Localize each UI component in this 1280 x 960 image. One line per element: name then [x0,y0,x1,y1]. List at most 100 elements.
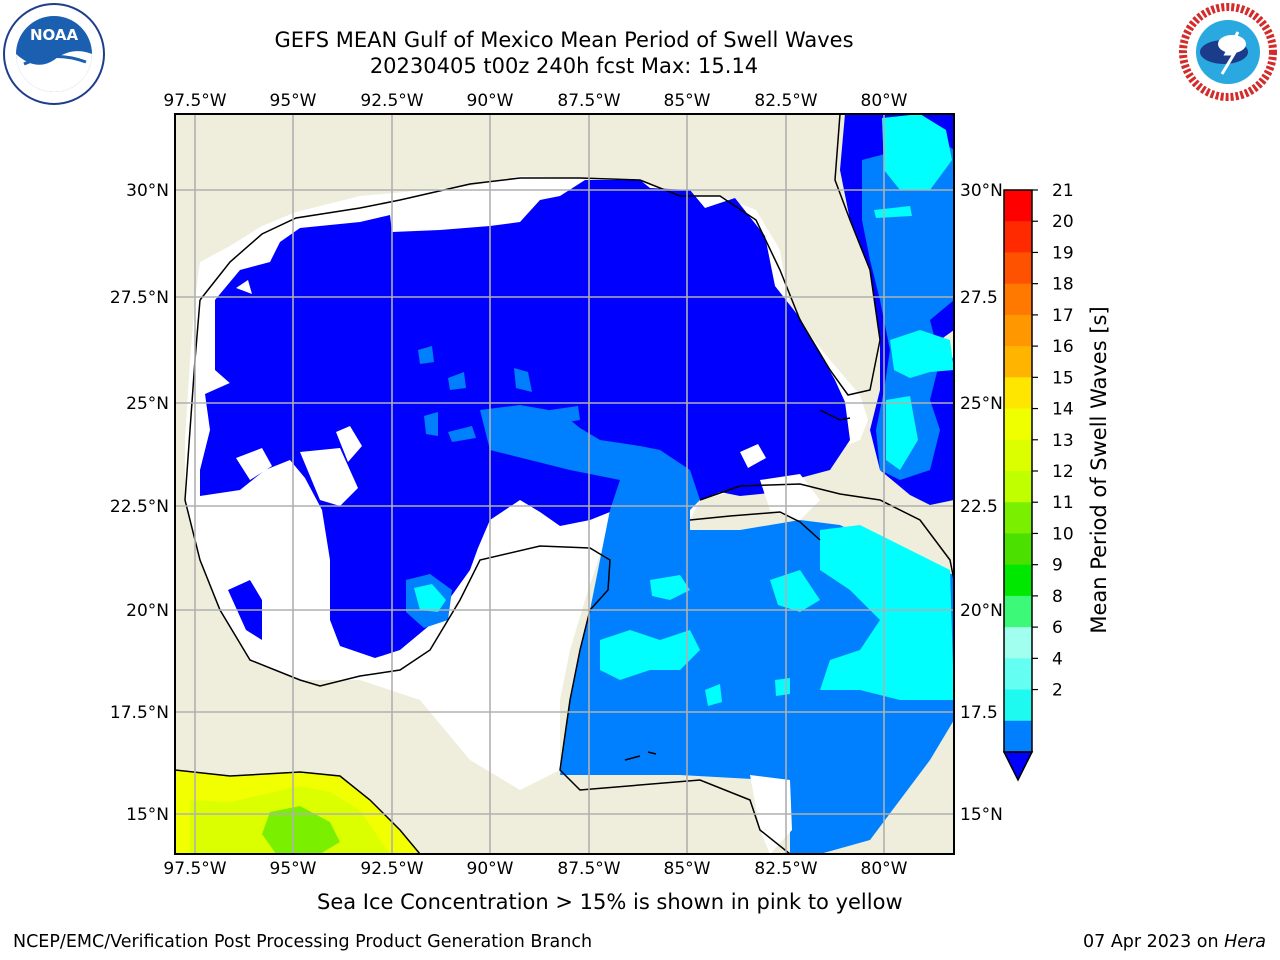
swell-period-4-6 [890,330,954,378]
no-data-patch [300,448,358,506]
colorbar-swatch [1004,252,1032,285]
swell-period-4-6 [650,575,690,600]
chart-subtitle: 20230405 t00z 240h fcst Max: 15.14 [369,54,759,78]
lon-label-top: 90°W [467,91,514,111]
chart-title: GEFS MEAN Gulf of Mexico Mean Period of … [274,28,854,52]
lat-label-right: 22.5 [960,497,998,517]
noaa-logo: NOAA [3,3,105,105]
footer-credit: NCEP/EMC/Verification Post Processing Pr… [13,932,593,952]
no-data-patch [236,448,272,480]
colorbar-tick-label: 15 [1052,368,1074,388]
colorbar-tick-label: 8 [1052,587,1063,607]
lon-label-top: 85°W [664,91,711,111]
lat-label-right: 17.5 [960,703,998,723]
swell-period-4-6 [886,396,918,470]
lat-label-left: 30°N [126,181,169,201]
colorbar-swatch [1004,377,1032,410]
colorbar-tick-label: 4 [1052,649,1063,669]
colorbar-tick-label: 20 [1052,212,1074,232]
swell-period-2-4 [424,412,438,436]
colorbar-tick-label: 19 [1052,243,1074,263]
colorbar-tick-label: 14 [1052,400,1074,420]
lon-label-bottom: 90°W [467,859,514,879]
lon-label-top: 87.5°W [557,91,620,111]
lon-label-bottom: 95°W [270,859,317,879]
swell-period-2-4 [480,405,954,854]
colorbar-tick-label: 17 [1052,306,1074,326]
colorbar-under-extension [1002,751,1034,782]
colorbar-tick-label: 18 [1052,275,1074,295]
swell-period-4-6 [414,584,446,612]
swell-period-2-4 [418,346,434,364]
colorbar-label: Mean Period of Swell Waves [s] [1087,306,1111,633]
swell-period-2-4 [862,140,954,480]
colorbar-swatch [1004,283,1032,316]
colorbar-swatch [1004,658,1032,691]
colorbar-swatch [1004,190,1032,222]
lon-label-top: 95°W [270,91,317,111]
swell-period-4-6 [820,525,954,700]
svg-text:NOAA: NOAA [30,26,79,44]
lat-label-right: 25°N [960,394,1003,414]
lat-label-right: 30°N [960,181,1003,201]
swell-period-11-12 [262,806,340,854]
colorbar-tick-label: 16 [1052,337,1074,357]
swell-period-2-4 [448,372,466,390]
swell-period-2-4 [550,406,580,424]
colorbar-swatch [1004,314,1032,347]
no-data-patch [740,444,766,468]
colorbar-swatch [1004,595,1032,628]
footer-date-text: 07 Apr 2023 on [1083,932,1225,952]
lat-label-left: 27.5°N [110,288,169,308]
swell-period-4-6 [600,630,700,680]
lat-label-left: 15°N [126,805,169,825]
swell-period-2-4 [448,426,476,442]
lon-label-top: 92.5°W [360,91,423,111]
lat-label-right: 15°N [960,805,1003,825]
colorbar-swatch [1004,533,1032,566]
lat-label-right: 27.5 [960,288,998,308]
map-area [175,114,954,854]
lon-label-bottom: 87.5°W [557,859,620,879]
colorbar-swatch [1004,627,1032,659]
colorbar-tick-label: 11 [1052,493,1074,513]
lat-label-right: 20°N [960,601,1003,621]
colorbar-swatch [1004,502,1032,534]
colorbar-tick-label: 21 [1052,181,1074,201]
nws-logo [1179,3,1277,101]
colorbar-swatch [1004,346,1032,378]
swell-period-4-6 [770,570,820,612]
colorbar-tick-label: 2 [1052,681,1063,701]
coastline [175,114,954,854]
colorbar-swatch [1004,720,1032,753]
swell-period-4-6 [775,678,790,696]
lon-label-bottom: 97.5°W [163,859,226,879]
colorbar-tick-label: 13 [1052,431,1074,451]
no-data-patch [236,280,252,294]
map-frame [174,113,955,855]
colorbar-tick-label: 10 [1052,524,1074,544]
colorbar-swatch [1004,408,1032,441]
lon-label-bottom: 92.5°W [360,859,423,879]
gridlines [175,114,954,854]
colorbar-swatch [1004,471,1032,503]
colorbar-swatch [1004,221,1032,253]
lon-label-bottom: 82.5°W [754,859,817,879]
colorbar-tick-label: 12 [1052,462,1074,482]
lon-label-top: 82.5°W [754,91,817,111]
sea-ice-note: Sea Ice Concentration > 15% is shown in … [317,890,903,914]
footer-host: Hera [1224,932,1266,952]
swell-period-4-6 [882,114,952,190]
colorbar-swatch [1004,439,1032,472]
lon-label-top: 97.5°W [163,91,226,111]
colorbar-tick-label: 6 [1052,618,1063,638]
swell-period-2-4 [514,368,532,392]
lat-label-left: 17.5°N [110,703,169,723]
lat-label-left: 22.5°N [110,497,169,517]
footer-date: 07 Apr 2023 on Hera [1083,932,1266,952]
no-data-patch [336,426,362,462]
lon-label-bottom: 80°W [861,859,908,879]
colorbar-tick-label: 9 [1052,556,1063,576]
colorbar: 21 20 19 18 17 16 15 14 13 12 11 10 9 8 6 4 2 [1002,181,1074,782]
